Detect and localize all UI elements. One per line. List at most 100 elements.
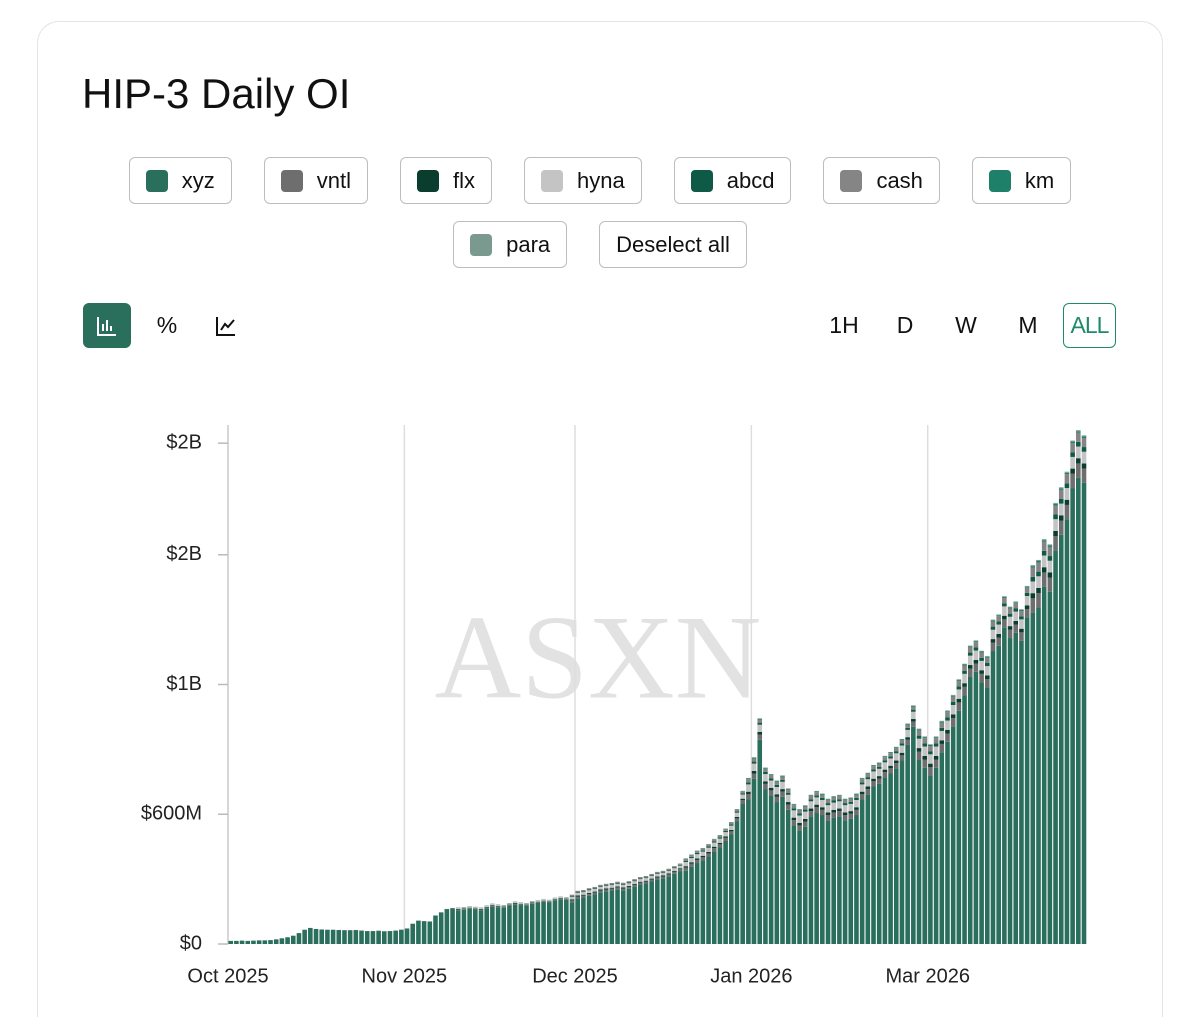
- bar-segment: [763, 772, 768, 774]
- bar-segment: [979, 658, 984, 661]
- bar-segment: [701, 857, 706, 860]
- bar-segment: [974, 672, 979, 944]
- bar-segment: [1031, 598, 1036, 612]
- bar-segment: [957, 680, 962, 681]
- bar-segment: [996, 634, 1001, 638]
- bar-segment: [1002, 597, 1007, 598]
- bar-segment: [695, 860, 700, 863]
- bar-segment: [496, 905, 501, 906]
- bar-segment: [985, 656, 990, 657]
- bar-segment: [911, 727, 916, 944]
- bar-segment: [763, 774, 768, 781]
- bar-segment: [746, 799, 751, 944]
- bar-segment: [871, 765, 876, 766]
- bar-segment: [843, 803, 848, 805]
- bar-segment: [558, 897, 563, 898]
- bar-segment: [991, 627, 996, 630]
- bar-segment: [757, 719, 762, 720]
- bar-segment: [473, 907, 478, 908]
- bar-segment: [854, 795, 859, 798]
- bar-segment: [962, 671, 967, 674]
- bar-segment: [439, 913, 444, 944]
- bar-segment: [934, 738, 939, 743]
- bar-segment: [905, 730, 910, 737]
- bar-segment: [831, 797, 836, 798]
- bar-segment: [644, 876, 649, 877]
- bar-segment: [587, 888, 592, 889]
- bar-segment: [735, 809, 740, 811]
- bar-segment: [1070, 457, 1075, 469]
- bar-segment: [1076, 431, 1081, 433]
- bar-segment: [854, 798, 859, 800]
- bar-segment: [951, 696, 956, 697]
- bar-segment: [979, 651, 984, 652]
- bar-segment: [1013, 612, 1018, 621]
- bar-segment: [866, 773, 871, 774]
- bar-segment: [490, 905, 495, 906]
- bar-segment: [621, 888, 626, 890]
- bar-segment: [621, 885, 626, 888]
- bar-segment: [894, 748, 899, 751]
- bar-segment: [473, 909, 478, 910]
- bar-segment: [234, 941, 239, 944]
- bar-segment: [928, 744, 933, 745]
- bar-segment: [860, 779, 865, 782]
- bar-segment: [1036, 563, 1041, 572]
- bar-segment: [541, 901, 546, 902]
- bar-segment: [621, 884, 626, 885]
- bar-segment: [1013, 601, 1018, 602]
- bar-segment: [1031, 566, 1036, 568]
- bar-segment: [962, 674, 967, 683]
- bar-segment: [837, 809, 842, 812]
- bar-segment: [985, 666, 990, 675]
- bar-segment: [649, 881, 654, 944]
- bar-segment: [991, 621, 996, 626]
- bar-segment: [735, 811, 740, 812]
- bar-segment: [957, 689, 962, 698]
- bar-segment: [934, 743, 939, 746]
- bar-segment: [712, 847, 717, 849]
- bar-segment: [615, 882, 620, 883]
- bar-segment: [803, 812, 808, 819]
- bar-segment: [939, 721, 944, 722]
- bar-segment: [877, 764, 882, 767]
- bar-segment: [479, 909, 484, 910]
- bar-segment: [985, 658, 990, 663]
- bar-segment: [519, 904, 524, 905]
- bar-segment: [740, 803, 745, 944]
- bar-segment: [581, 892, 586, 895]
- bar-segment: [1025, 586, 1030, 587]
- bar-segment: [786, 788, 791, 789]
- bar-segment: [536, 902, 541, 903]
- bar-segment: [757, 740, 762, 944]
- bar-segment: [587, 893, 592, 894]
- bar-segment: [831, 796, 836, 797]
- bar-segment: [484, 907, 489, 908]
- bar-segment: [888, 752, 893, 753]
- bar-segment: [1070, 469, 1075, 474]
- bar-segment: [752, 771, 757, 774]
- bar-segment: [831, 797, 836, 800]
- bar-segment: [1008, 630, 1013, 638]
- bar-segment: [820, 798, 825, 800]
- bar-segment: [1036, 593, 1041, 607]
- bar-segment: [604, 886, 609, 889]
- bar-segment: [245, 941, 250, 944]
- bar-segment: [496, 906, 501, 907]
- bar-segment: [598, 886, 603, 887]
- bar-segment: [598, 891, 603, 893]
- bar-segment: [746, 779, 751, 782]
- bar-segment: [672, 874, 677, 944]
- bar-segment: [1008, 607, 1013, 608]
- bar-segment: [951, 695, 956, 696]
- bar-segment: [587, 896, 592, 944]
- bar-segment: [951, 697, 956, 702]
- bar-segment: [723, 838, 728, 841]
- bar-segment: [1036, 572, 1041, 577]
- bar-segment: [575, 897, 580, 899]
- bar-segment: [883, 777, 888, 944]
- bar-segment: [615, 883, 620, 884]
- bar-segment: [604, 884, 609, 885]
- bar-segment: [553, 898, 558, 899]
- bar-segment: [524, 903, 529, 904]
